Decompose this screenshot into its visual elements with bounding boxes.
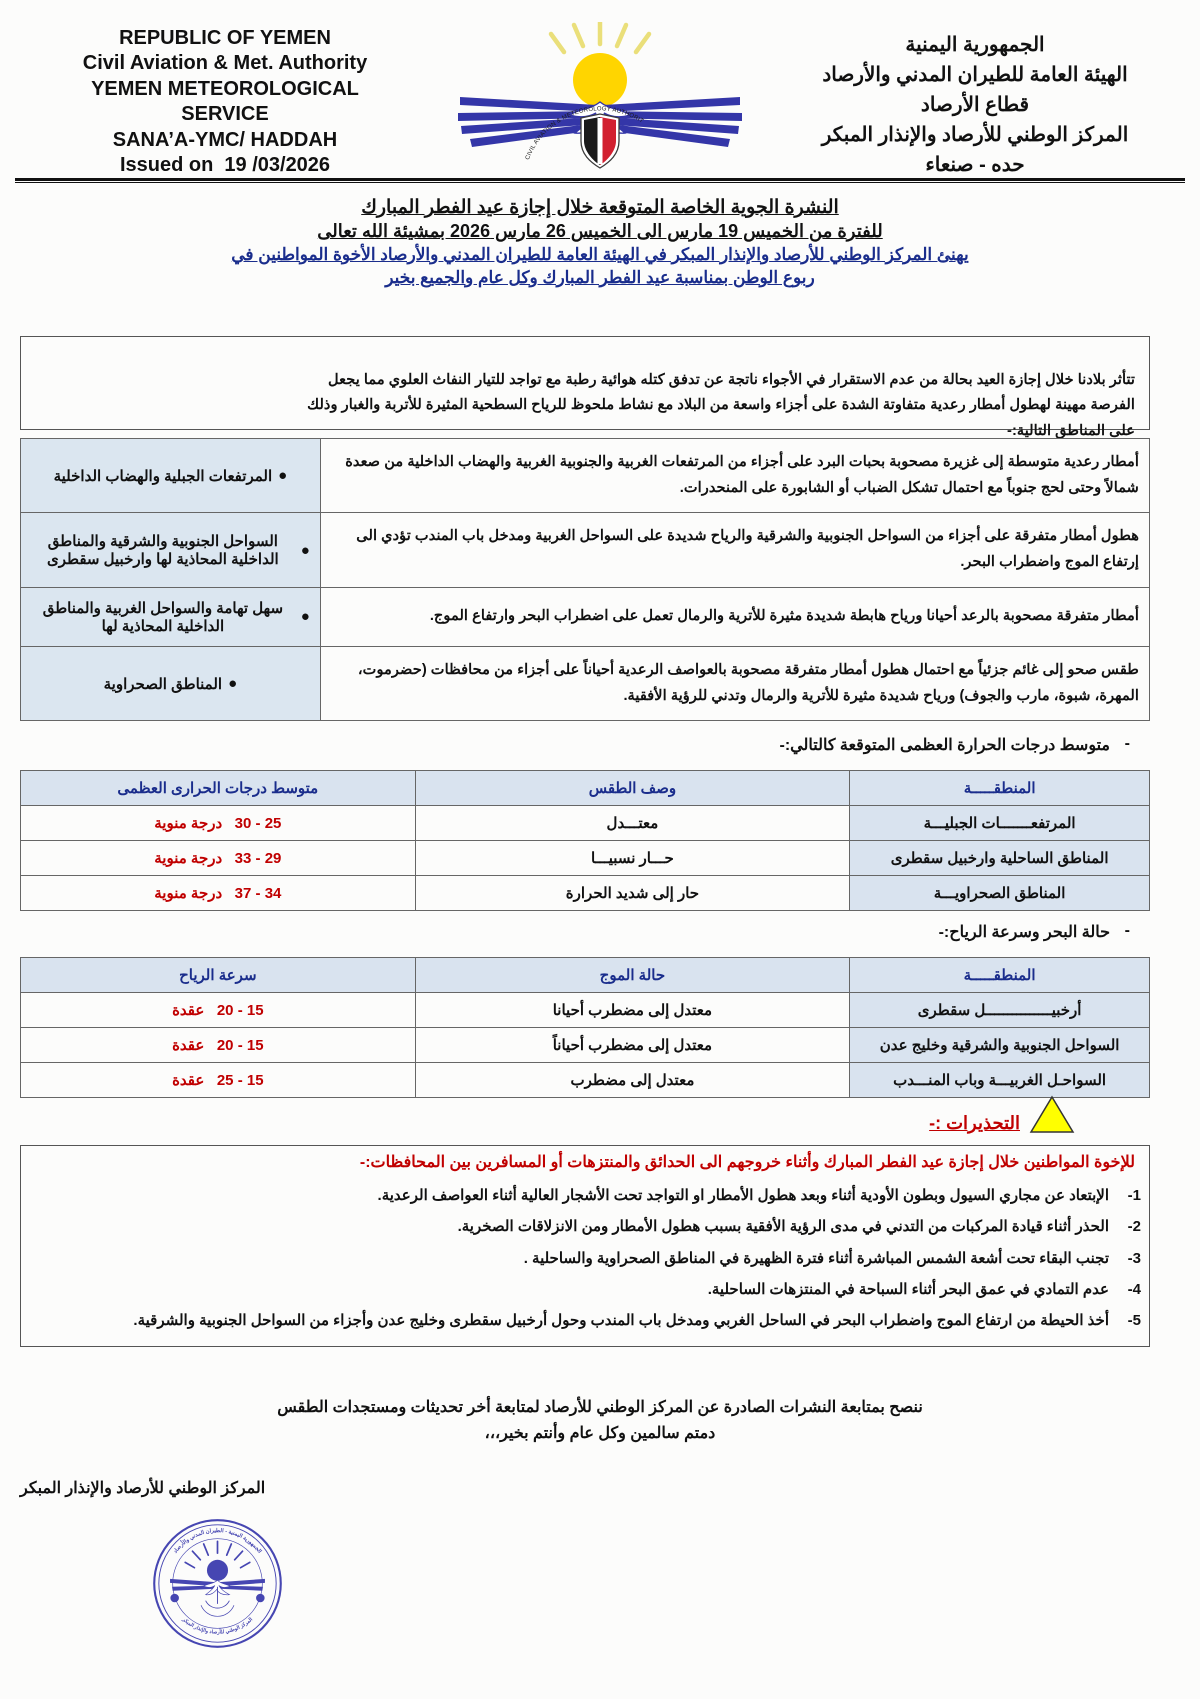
svg-text:المركز الوطني للأرصاد والإنذار: المركز الوطني للأرصاد والإنذار المبكر xyxy=(180,1616,254,1636)
